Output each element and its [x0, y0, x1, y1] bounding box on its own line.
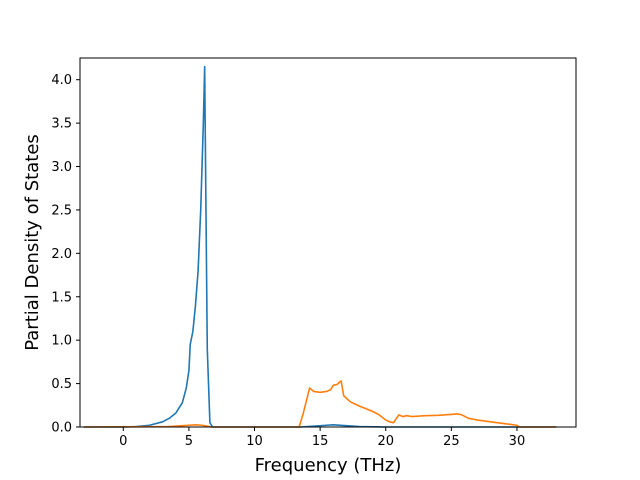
y-tick-label: 2.5: [51, 203, 72, 218]
plot-frame: [79, 57, 577, 428]
x-tick-label: 15: [312, 434, 329, 449]
y-tick-label: 0.0: [51, 421, 72, 436]
x-axis: 0 5 10 15 20 25 30: [119, 427, 525, 449]
y-tick-label: 3.5: [51, 117, 72, 132]
y-tick-label: 0.5: [51, 377, 72, 392]
x-axis-label: Frequency (THz): [255, 455, 402, 476]
y-tick-label: 1.0: [51, 334, 72, 349]
x-tick-label: 10: [246, 434, 263, 449]
plot-background: [80, 58, 576, 427]
x-tick-label: 25: [443, 434, 460, 449]
y-axis-label: Partial Density of States: [22, 134, 43, 351]
y-tick-label: 1.5: [51, 290, 72, 305]
y-tick-label: 3.0: [51, 160, 72, 175]
x-tick-label: 5: [185, 434, 193, 449]
x-tick-label: 20: [377, 434, 394, 449]
y-tick-label: 4.0: [51, 73, 72, 88]
y-axis: 0.0 0.5 1.0 1.5 2.0 2.5 3.0 3.5 4.0: [51, 73, 80, 436]
y-tick-label: 2.0: [51, 247, 72, 262]
x-tick-label: 30: [509, 434, 526, 449]
series-line-1: [83, 65, 557, 428]
x-tick-label: 0: [119, 434, 127, 449]
